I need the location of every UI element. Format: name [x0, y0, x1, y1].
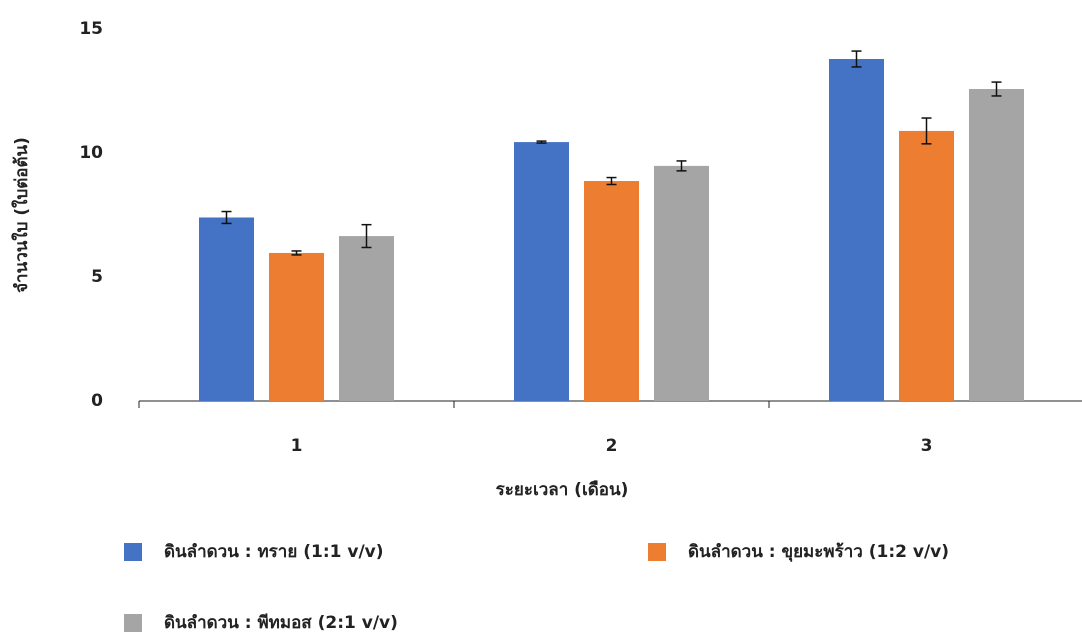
x-axis-label: ระยะเวลา (เดือน) [496, 479, 629, 500]
bar [969, 89, 1024, 402]
legend-swatch [124, 543, 142, 561]
error-bar [536, 140, 547, 144]
bar [339, 236, 394, 401]
y-tick-label: 15 [79, 19, 103, 39]
legend-swatch [648, 543, 666, 561]
error-bar [291, 250, 302, 256]
bar [199, 217, 254, 401]
error-bar [221, 210, 232, 225]
x-tick-label: 2 [606, 436, 618, 456]
error-bar [851, 50, 862, 68]
x-tick-label: 3 [921, 436, 933, 456]
error-bar [361, 223, 372, 249]
error-bar [991, 81, 1002, 97]
legend-label: ดินลำดวน : ทราย (1:1 v/v) [164, 542, 384, 562]
bar [829, 59, 884, 402]
error-bar [676, 160, 687, 172]
legend-label: ดินลำดวน : ขุยมะพร้าว (1:2 v/v) [688, 542, 949, 562]
bar [514, 142, 569, 401]
legend-swatch [124, 614, 142, 632]
bar [899, 130, 954, 402]
legend-label: ดินลำดวน : พีทมอส (2:1 v/v) [164, 612, 398, 633]
y-tick-label: 5 [91, 267, 103, 287]
error-bar [921, 117, 932, 145]
bar [654, 165, 709, 401]
bar [269, 252, 324, 401]
x-tick-label: 1 [291, 436, 303, 456]
y-tick-label: 0 [91, 391, 103, 411]
error-bar [606, 176, 617, 186]
y-axis-label: จำนวนใบ (ใบต่อต้น) [11, 137, 32, 293]
bar [584, 181, 639, 401]
y-tick-label: 10 [79, 143, 103, 163]
